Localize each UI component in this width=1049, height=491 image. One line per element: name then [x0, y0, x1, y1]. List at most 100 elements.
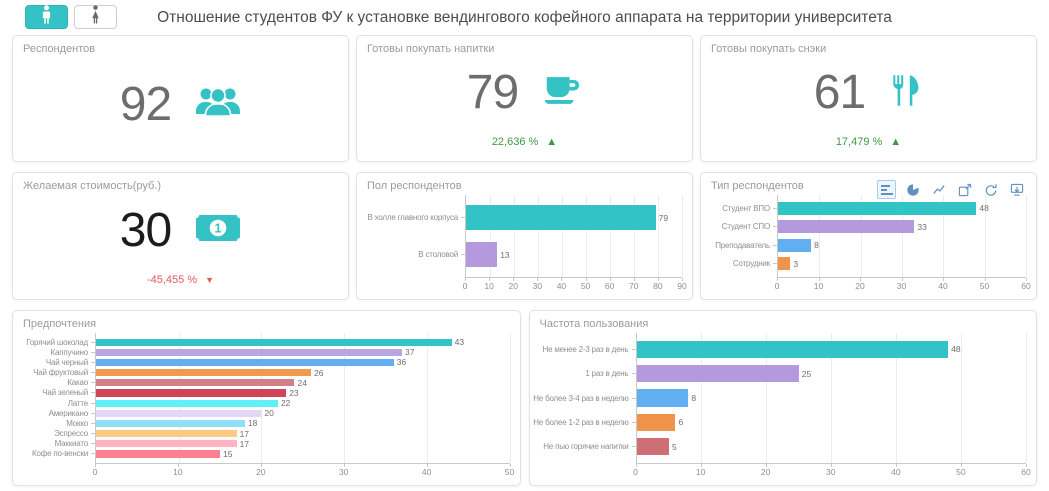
bar-value-label: 25	[801, 368, 812, 379]
gridline	[943, 195, 945, 277]
x-axis-tick	[633, 278, 635, 281]
bar-0[interactable]	[778, 201, 977, 215]
bar-10[interactable]	[96, 440, 237, 448]
bar-8[interactable]	[96, 419, 245, 428]
y-axis-label: Чай черный	[23, 357, 95, 367]
kpi-delta: -45,455 % ▼	[23, 268, 338, 292]
bar-value-label: 3	[793, 258, 799, 269]
line-type-icon[interactable]	[929, 180, 948, 199]
toggle-female-button[interactable]	[74, 5, 117, 29]
y-axis-label: Не пью горячие напитки	[540, 435, 636, 459]
x-axis-tick-label: 40	[556, 281, 567, 291]
bar-value-label: 36	[396, 357, 407, 368]
bar-value-label: 5	[671, 441, 677, 452]
bar-value-label: 79	[658, 212, 669, 223]
chart-card-gender: Пол респондентов В холле главного корпус…	[356, 172, 693, 300]
pie-type-icon[interactable]	[903, 180, 922, 199]
bar-11[interactable]	[96, 450, 221, 458]
y-axis-label: Эспрессо	[23, 429, 95, 439]
y-axis-label: Чай зеленый	[23, 388, 95, 398]
bar-2[interactable]	[96, 358, 394, 366]
x-axis-tick-label: 0	[92, 467, 98, 477]
bar-4[interactable]	[636, 438, 669, 456]
bar-4[interactable]	[96, 379, 295, 387]
gridline	[766, 333, 768, 463]
y-axis-label: Студент СПО	[711, 218, 777, 237]
y-axis-label: В холле главного корпуса	[367, 199, 465, 236]
x-axis-tick	[901, 278, 903, 281]
restore-icon[interactable]	[981, 180, 1000, 199]
x-axis-tick	[609, 278, 611, 281]
bar-chart-frequency: Не менее 2-3 раз в день 1 раз в день Не бо…	[533, 333, 1031, 478]
y-axis-label: Чай фруктовый	[23, 368, 95, 378]
x-axis-tick	[860, 278, 861, 281]
y-axis-label: Латте	[23, 398, 95, 408]
bar-0[interactable]	[96, 338, 452, 346]
toggle-male-button[interactable]	[25, 5, 68, 29]
bar-7[interactable]	[96, 409, 262, 417]
bar-value-label: 15	[223, 448, 233, 459]
kpi-delta-value: 17,479 %	[835, 136, 883, 148]
bar-3[interactable]	[636, 413, 676, 431]
bar-5[interactable]	[96, 389, 287, 397]
x-axis-tick	[765, 464, 767, 467]
x-axis-tick-label: 70	[629, 281, 639, 291]
card-title: Частота пользования	[539, 318, 649, 330]
x-axis-tick-label: 50	[956, 467, 966, 477]
bar-value-label: 24	[297, 377, 307, 388]
kpi-card-respondents: Респондентов 92	[12, 35, 349, 162]
x-axis-tick	[585, 278, 587, 281]
gridline	[562, 195, 563, 277]
users-group-icon	[195, 85, 241, 124]
x-axis-tick	[682, 278, 683, 281]
bar-2[interactable]	[778, 238, 812, 252]
save-image-icon[interactable]	[1007, 180, 1026, 199]
bar-0[interactable]	[466, 204, 656, 231]
kpi-body: 61	[711, 55, 1026, 130]
chart-card-frequency: Частота пользования Не менее 2-3 раз в д…	[528, 310, 1037, 486]
bar-2[interactable]	[636, 389, 689, 407]
kpi-value: 30	[119, 203, 172, 257]
y-axis-label: Преподаватель	[711, 236, 777, 255]
bar-1[interactable]	[636, 365, 799, 383]
x-axis-tick-label: 80	[653, 281, 663, 291]
x-axis-tick-label: 10	[484, 281, 494, 291]
gridline	[984, 195, 986, 277]
bar-9[interactable]	[96, 430, 237, 438]
x-axis-tick-label: 50	[979, 281, 990, 291]
y-axis-label: Американо	[23, 408, 95, 418]
gridline	[344, 333, 346, 463]
bar-1[interactable]	[778, 220, 915, 234]
bar-type-icon[interactable]	[877, 180, 896, 199]
bar-6[interactable]	[96, 399, 278, 407]
bar-value-label: 17	[239, 438, 250, 449]
y-axis-label: Не более 3-4 раз в неделю	[533, 386, 636, 410]
gridline	[537, 195, 539, 277]
x-axis-tick	[95, 464, 96, 467]
chart-card-preferences: Предпочтения Горячий шоколад Каппучино Чай…	[12, 310, 521, 486]
card-title: Предпочтения	[23, 318, 97, 330]
kpi-card-price: Желаемая стоимость(руб.) 30 1 -45	[12, 172, 349, 300]
bar-3[interactable]	[96, 369, 312, 377]
gridline	[819, 195, 821, 277]
y-axis-label: Сотрудник	[711, 255, 777, 274]
kpi-card-drinks: Готовы покупать напитки 79 22,636 % ▲	[356, 35, 693, 162]
x-axis-tick-label: 50	[580, 281, 591, 291]
data-zoom-icon[interactable]	[955, 180, 974, 199]
y-axis-label: В столовой	[367, 236, 465, 273]
x-axis-tick-label: 30	[826, 467, 836, 477]
bar-1[interactable]	[96, 348, 402, 356]
kpi-row-1: Респондентов 92 Готовы покупать напитки	[12, 35, 1037, 162]
x-axis-tick	[960, 464, 962, 467]
x-axis-tick	[777, 278, 778, 281]
bar-3[interactable]	[778, 257, 791, 271]
x-axis-tick	[635, 464, 637, 467]
x-axis-tick-label: 40	[891, 467, 901, 477]
bar-0[interactable]	[636, 340, 949, 358]
x-axis-tick	[700, 464, 702, 467]
bar-1[interactable]	[466, 241, 498, 268]
bar-value-label: 43	[454, 337, 465, 348]
bar-value-label: 22	[280, 398, 291, 409]
gridline	[658, 195, 659, 277]
gridline	[261, 333, 263, 463]
